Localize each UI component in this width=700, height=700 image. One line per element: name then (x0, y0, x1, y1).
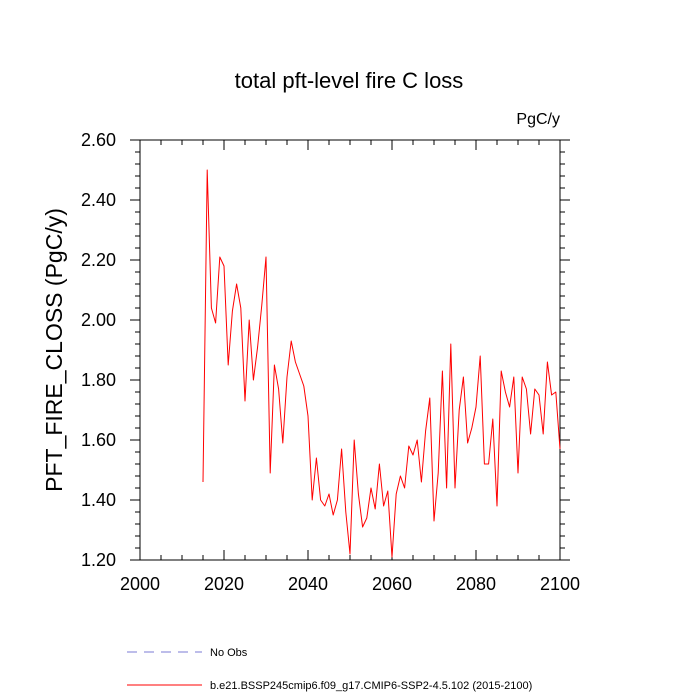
legend-label-no-obs: No Obs (210, 647, 248, 659)
y-tick-label: 1.40 (81, 490, 116, 510)
y-tick-label: 1.20 (81, 550, 116, 570)
y-tick-label: 2.60 (81, 130, 116, 150)
chart-title: total pft-level fire C loss (235, 68, 464, 93)
y-tick-label: 1.80 (81, 370, 116, 390)
axis-ticks (130, 139, 570, 561)
series-group (202, 169, 561, 558)
x-tick-label: 2040 (288, 574, 328, 594)
x-tick-label: 2100 (540, 574, 580, 594)
series-line (202, 169, 561, 558)
legend-label-model: b.e21.BSSP245cmip6.f09_g17.CMIP6-SSP2-4.… (210, 680, 532, 692)
units-label: PgC/y (516, 111, 560, 128)
x-tick-label: 2020 (204, 574, 244, 594)
legend: No Obs b.e21.BSSP245cmip6.f09_g17.CMIP6-… (127, 647, 532, 692)
y-tick-label: 1.60 (81, 430, 116, 450)
axis-tick-labels: 2000 2020 2040 2060 2080 2100 1.20 1.40 1.60 1.80… (81, 130, 580, 594)
y-tick-label: 2.20 (81, 250, 116, 270)
x-tick-label: 2080 (456, 574, 496, 594)
x-tick-label: 2060 (372, 574, 412, 594)
y-axis-label: PFT_FIRE_CLOSS (PgC/y) (41, 208, 67, 492)
x-tick-label: 2000 (120, 574, 160, 594)
y-tick-label: 2.00 (81, 310, 116, 330)
y-tick-label: 2.40 (81, 190, 116, 210)
